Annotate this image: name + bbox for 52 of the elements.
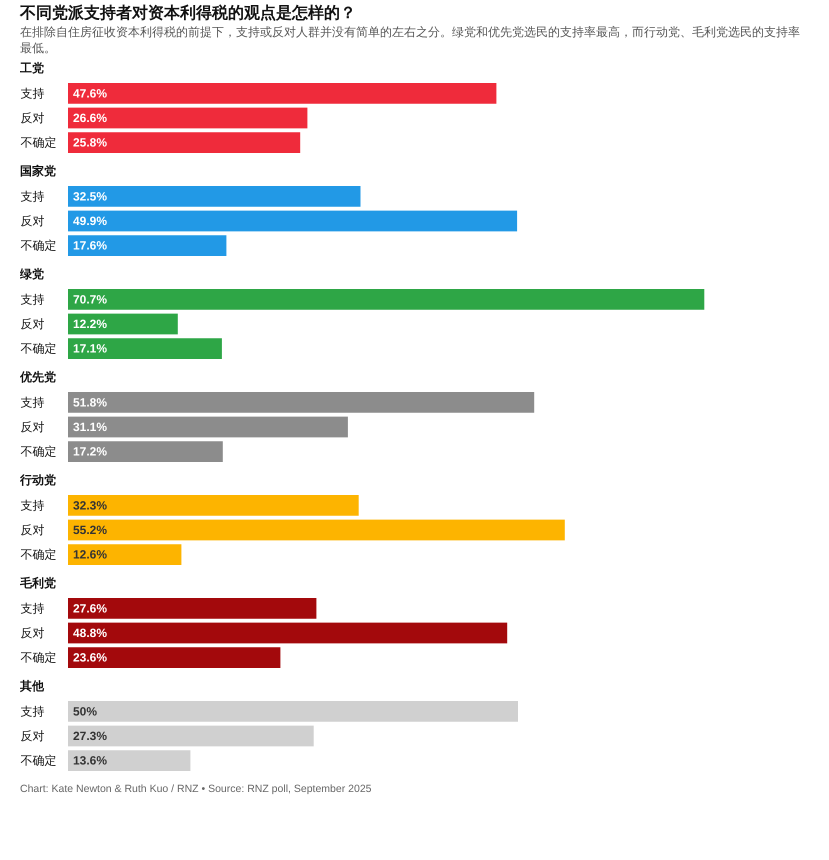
y-tick-label: 支持 [20, 86, 44, 100]
y-tick-label: 不确定 [20, 136, 56, 150]
data-label: 48.8% [73, 626, 108, 640]
text: Chart: Kate Newton & Ruth Kuo / RNZ • Source: RNZ poll, September 2025 [20, 783, 373, 795]
y-tick-label: 支持 [20, 395, 44, 410]
y-tick-label: 支持 [20, 189, 44, 204]
data-label: 49.9% [73, 214, 108, 228]
data-label: 32.5% [73, 189, 108, 204]
text: 在排除自住房征收资本利得税的前提下，支持或反对人群并没有简单的左右之分。绿党和优先党选民的支持率最高，而行动党、毛利党选民的支持率最低。 [20, 24, 800, 56]
y-tick-label: 反对 [20, 729, 44, 743]
data-label: 70.7% [73, 292, 108, 306]
data-label: 31.1% [73, 420, 108, 434]
chart-title: 国家党 [20, 164, 56, 178]
data-label: 51.8% [73, 395, 108, 410]
data-label: 13.6% [73, 754, 108, 768]
chart-title: 行动党 [19, 473, 56, 487]
data-label: 17.2% [73, 444, 108, 459]
y-tick-label: 反对 [20, 317, 44, 331]
y-tick-label: 支持 [20, 704, 44, 718]
y-tick-label: 反对 [20, 420, 44, 434]
data-label: 12.6% [73, 548, 108, 562]
y-tick-label: 反对 [20, 626, 44, 640]
data-label: 17.1% [73, 342, 108, 356]
data-label: 55.2% [73, 523, 108, 537]
y-tick-label: 不确定 [20, 548, 56, 562]
y-tick-label: 反对 [20, 111, 44, 125]
data-label: 32.3% [73, 498, 108, 512]
data-label: 50% [73, 704, 98, 718]
y-tick-label: 支持 [20, 498, 44, 512]
y-tick-label: 支持 [20, 292, 44, 306]
y-tick-label: 不确定 [20, 754, 56, 768]
data-label: 25.8% [73, 136, 108, 150]
y-tick-label: 不确定 [20, 444, 56, 459]
chart-title: 其他 [19, 679, 45, 693]
data-label: 17.6% [73, 238, 108, 253]
data-label: 12.2% [73, 317, 108, 331]
y-tick-label: 支持 [20, 601, 44, 616]
chart-title: 优先党 [19, 370, 56, 384]
data-label: 27.6% [73, 601, 108, 616]
data-label: 26.6% [73, 111, 108, 125]
text: 不同党派支持者对资本利得税的观点是怎样的？ [20, 4, 357, 24]
chart-title: 毛利党 [19, 576, 56, 590]
data-label: 27.3% [73, 729, 108, 743]
y-tick-label: 反对 [20, 523, 44, 537]
chart-title: 工党 [19, 61, 44, 75]
y-tick-label: 不确定 [20, 650, 56, 665]
y-tick-label: 不确定 [20, 342, 56, 356]
y-tick-label: 反对 [20, 214, 44, 228]
data-label: 47.6% [73, 86, 108, 100]
data-label: 23.6% [73, 650, 108, 665]
y-tick-label: 不确定 [20, 238, 56, 253]
chart-title: 绿党 [19, 267, 44, 281]
